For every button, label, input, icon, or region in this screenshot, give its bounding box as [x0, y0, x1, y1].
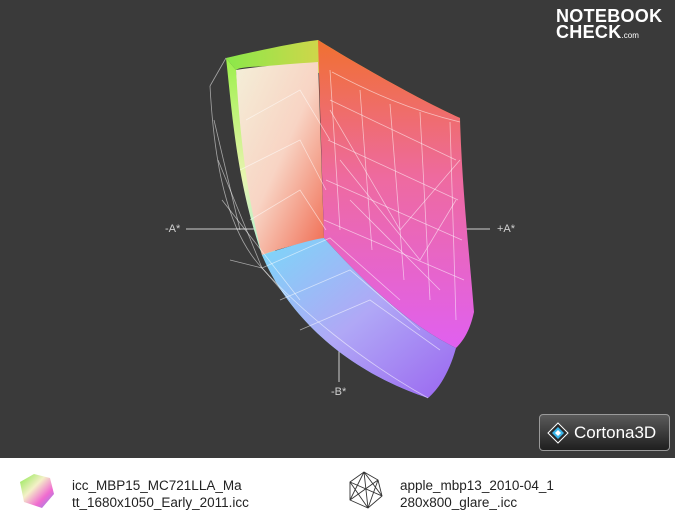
logo-line-2: CHECK — [556, 22, 622, 42]
axis-label-pos-a: +A* — [497, 223, 516, 235]
cortona3d-label: Cortona3D — [574, 422, 657, 442]
gamut-face-center — [236, 62, 324, 255]
gamut-3d-plot[interactable] — [0, 0, 675, 458]
legend-wireframe-line1: apple_mbp13_2010-04_1 — [400, 478, 554, 493]
legend: icc_MBP15_MC721LLA_Ma tt_1680x1050_Early… — [0, 458, 675, 519]
solid-gamut-icon — [20, 474, 54, 508]
legend-item-wireframe: apple_mbp13_2010-04_1 280x800_glare_.icc — [342, 468, 554, 512]
gamut-face-bottom — [262, 238, 456, 398]
legend-solid-line2: tt_1680x1050_Early_2011.icc — [72, 495, 249, 510]
wireframe-gamut-icon — [349, 471, 383, 509]
solid-gamut — [226, 40, 474, 398]
logo-line-1: NOTEBOOK — [556, 6, 663, 26]
notebookcheck-logo: NOTEBOOK CHECK.com — [556, 6, 663, 44]
axis-label-neg-b: -B* — [331, 386, 347, 398]
cortona-logo-icon — [547, 421, 569, 444]
legend-item-solid: icc_MBP15_MC721LLA_Ma tt_1680x1050_Early… — [14, 468, 249, 512]
wireframe-gamut — [209, 57, 465, 399]
logo-line-3: .com — [621, 31, 639, 40]
cortona3d-badge[interactable]: Cortona3D — [539, 414, 670, 451]
axis-label-neg-a: -A* — [165, 223, 181, 235]
legend-solid-line1: icc_MBP15_MC721LLA_Ma — [72, 478, 242, 493]
gamut-face-right — [318, 40, 474, 348]
legend-wireframe-line2: 280x800_glare_.icc — [400, 495, 518, 510]
gamut-viewport[interactable]: -A* +A* -B* NOTEBOOK CHECK.com Cortona3D — [0, 0, 675, 458]
